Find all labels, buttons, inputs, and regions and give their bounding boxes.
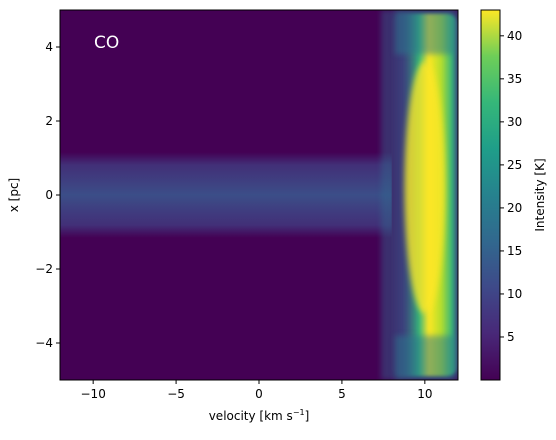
x-axis-label-main: velocity [km s (209, 409, 293, 423)
x-tick-label: 5 (338, 387, 346, 401)
x-tick-label: −5 (167, 387, 185, 401)
y-axis-label: x [pc] (7, 178, 21, 213)
x-tick-label: 10 (417, 387, 432, 401)
colorbar-tick-label: 40 (507, 29, 522, 43)
x-axis: −10 −5 0 5 10 (81, 380, 432, 401)
y-tick-label: 2 (45, 114, 53, 128)
x-axis-label-suffix: ] (305, 409, 310, 423)
colorbar-gradient (481, 10, 500, 380)
heatmap-ridge-bottom-fade (394, 335, 455, 380)
colorbar: 5 10 15 20 25 30 35 40 Intensity [K] (480, 9, 547, 381)
colorbar-tick-label: 35 (507, 72, 522, 86)
x-tick-label: 0 (255, 387, 263, 401)
plot-area: CO (59, 9, 459, 381)
colorbar-frame (480, 9, 501, 381)
x-axis-label: velocity [km s−1] (209, 408, 310, 423)
x-axis-label-superscript: −1 (293, 408, 305, 417)
colorbar-tick-label: 30 (507, 115, 522, 129)
heatmap-ridge-top-fade (394, 10, 455, 55)
y-tick-label: 4 (45, 40, 53, 54)
x-tick-label: −10 (81, 387, 106, 401)
colorbar-tick-label: 20 (507, 201, 522, 215)
y-tick-label: −4 (35, 336, 53, 350)
panel-label: CO (94, 33, 119, 53)
y-axis: 4 2 0 −2 −4 (35, 40, 60, 350)
y-tick-label: −2 (35, 262, 53, 276)
heatmap-horizontal-band (60, 152, 392, 238)
colorbar-tick-label: 15 (507, 244, 522, 258)
colorbar-tick-label: 25 (507, 158, 522, 172)
colorbar-ticks: 5 10 15 20 25 30 35 40 (500, 29, 522, 344)
colorbar-label: Intensity [K] (533, 158, 547, 231)
colorbar-tick-label: 5 (507, 330, 515, 344)
y-tick-label: 0 (45, 188, 53, 202)
heatmap-ridge-core (404, 61, 446, 314)
colorbar-tick-label: 10 (507, 287, 522, 301)
